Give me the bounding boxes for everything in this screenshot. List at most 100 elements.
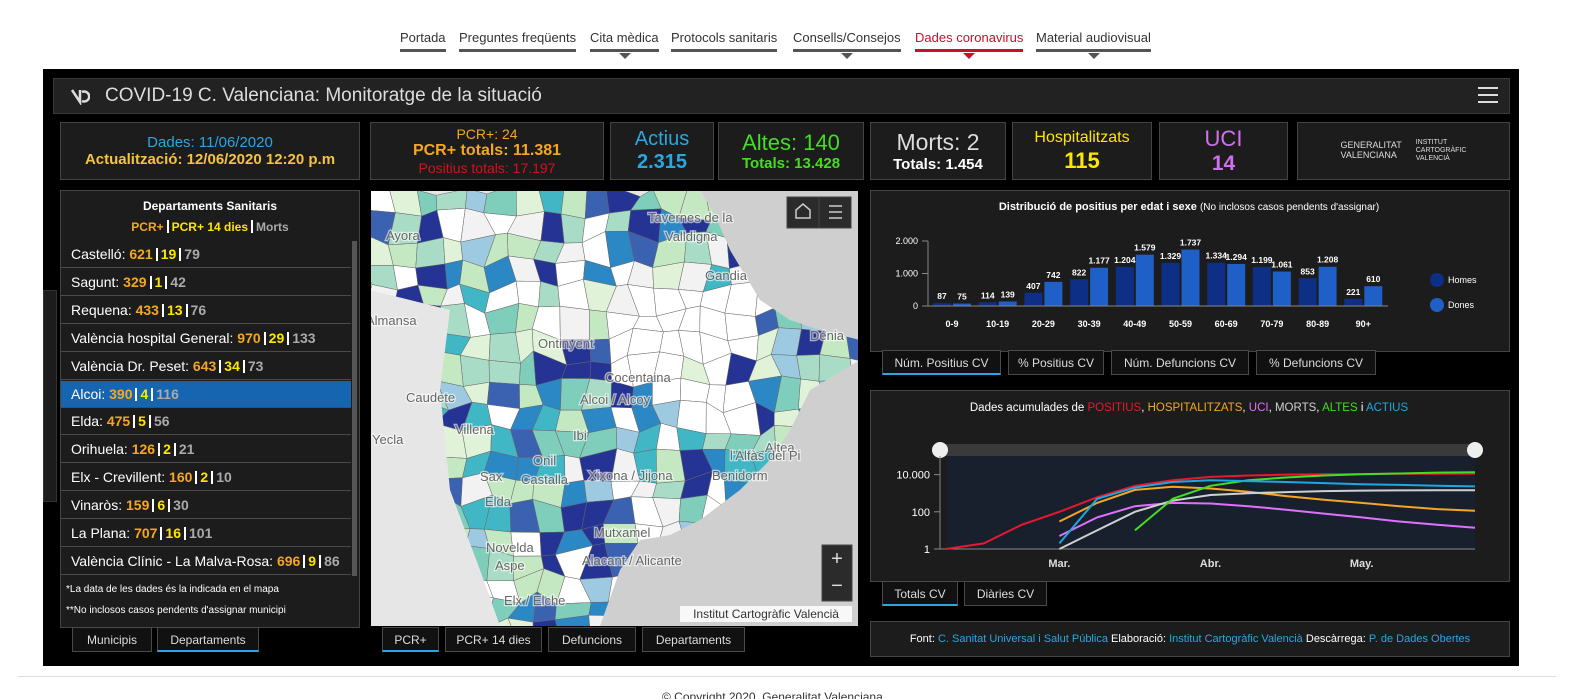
municipalities — [371, 191, 858, 626]
value-label: 87 — [937, 291, 947, 301]
value-label: 221 — [1346, 287, 1360, 297]
department-pcr14: 16 — [165, 525, 181, 541]
pcr-box: PCR+: 24 PCR+ totals: 11.381 Positius to… — [370, 122, 604, 180]
bar — [998, 301, 1017, 306]
department-name: Elx - Crevillent: — [71, 469, 166, 486]
logos-box: GENERALITAT VALENCIANA INSTITUT CARTOGRÀ… — [1297, 122, 1510, 180]
y-tick-label: 10.000 — [896, 470, 930, 482]
tab[interactable]: Departaments — [642, 627, 745, 652]
value-label: 75 — [957, 292, 967, 302]
list-icon — [829, 205, 842, 219]
municipality — [459, 354, 490, 387]
map-label: Mutxamel — [594, 525, 650, 540]
tab[interactable]: % Defuncions CV — [1256, 350, 1376, 375]
department-pcr: 643 — [192, 357, 217, 374]
department-row[interactable]: Orihuela: 126 2 21 — [61, 436, 351, 464]
tab[interactable]: Municipis — [72, 627, 152, 652]
municipality — [584, 191, 610, 220]
dropdown-arrow — [841, 53, 853, 59]
department-row[interactable]: La Plana: 707 16 101 — [61, 520, 351, 547]
bar — [1135, 254, 1154, 306]
home-button[interactable] — [786, 196, 820, 229]
morts-total: Totals: 1.454 — [893, 155, 983, 173]
nav-item[interactable]: Cita mèdica — [590, 30, 659, 52]
tab[interactable]: Núm. Defuncions CV — [1111, 350, 1249, 375]
department-row[interactable]: València hospital General: 970 29 133 — [61, 325, 351, 352]
department-name: Elda: — [71, 413, 103, 430]
tab[interactable]: Núm. Positius CV — [882, 350, 1001, 375]
side-handle[interactable] — [43, 290, 57, 502]
nav-item[interactable]: Preguntes freqüents — [459, 30, 577, 52]
map-label: Xixona / Jijona — [588, 468, 673, 483]
nav-item[interactable]: Material audiovisual — [1036, 30, 1151, 52]
tab[interactable]: % Positius CV — [1008, 350, 1104, 375]
department-row[interactable]: Requena: 433 13 76 — [61, 297, 351, 324]
source-link[interactable]: C. Sanitat Universal i Salut Pública — [937, 633, 1108, 645]
slider-handle[interactable] — [1467, 442, 1483, 458]
map-label: Benidorm — [712, 468, 768, 483]
separator — [263, 331, 266, 345]
scrollbar — [352, 241, 357, 576]
footer-line — [18, 676, 1556, 677]
department-row[interactable]: València Dr. Peset: 643 34 73 — [61, 353, 351, 380]
tab[interactable]: Totals CV — [882, 581, 958, 606]
municipality — [819, 625, 847, 626]
nav-item[interactable]: Portada — [400, 30, 446, 52]
department-pcr14: 4 — [140, 385, 149, 402]
source-link[interactable]: P. de Dades Obertes — [1368, 633, 1471, 645]
department-row[interactable]: Elda: 475 5 56 — [61, 408, 351, 436]
value-label: 407 — [1026, 281, 1040, 291]
nav-item[interactable]: Consells/Consejos — [793, 30, 901, 52]
separator — [319, 554, 322, 568]
tab[interactable]: Defuncions — [548, 627, 636, 652]
municipality — [488, 332, 521, 364]
logo-text: CARTOGRÀFIC — [1415, 147, 1467, 155]
morts-box: Morts: 2 Totals: 1.454 — [870, 122, 1006, 180]
source-link[interactable]: Institut Cartogràfic Valencià — [1169, 633, 1303, 645]
department-name: Requena: — [71, 301, 132, 318]
municipality — [626, 327, 664, 356]
department-pcr: 329 — [123, 273, 147, 290]
gva-logo: GENERALITAT VALENCIANA — [1341, 140, 1402, 161]
tab[interactable]: PCR+ 14 dies — [445, 627, 542, 652]
nav-item[interactable]: Dades coronavirus — [915, 30, 1024, 52]
value-label: 1.737 — [1180, 238, 1202, 248]
department-name: Alcoi: — [71, 385, 106, 402]
tab[interactable]: Diàries CV — [964, 581, 1047, 606]
department-row[interactable]: Vinaròs: 159 6 30 — [61, 492, 351, 520]
bar — [1024, 292, 1043, 306]
hosp-value: 115 — [1064, 147, 1100, 173]
department-pcr14: 29 — [268, 329, 285, 346]
bar — [1364, 286, 1383, 306]
department-pcr: 433 — [135, 301, 159, 318]
department-pcr: 475 — [106, 413, 131, 430]
logo-text: INSTITUT — [1415, 139, 1448, 147]
department-morts: 116 — [156, 385, 179, 402]
department-name: La Plana: — [71, 525, 131, 541]
nav-item[interactable]: Protocols sanitaris — [671, 30, 778, 52]
slider-handle[interactable] — [932, 442, 948, 458]
department-pcr14: 13 — [166, 301, 183, 318]
x-tick-label: Abr. — [1200, 558, 1221, 570]
tab[interactable]: Departaments — [157, 627, 259, 652]
value-label: 822 — [1072, 267, 1086, 277]
department-row[interactable]: Alcoi: 390 4 116 — [61, 380, 351, 408]
separator — [195, 471, 198, 485]
department-row[interactable]: Elx - Crevillent: 160 2 10 — [61, 464, 351, 492]
x-tick-label: 60-69 — [1215, 319, 1238, 329]
menu-icon[interactable] — [1478, 86, 1498, 104]
department-morts: 21 — [178, 441, 195, 458]
municipality — [540, 211, 565, 244]
zoom-button[interactable]: − — [831, 575, 843, 597]
value-label: 139 — [1001, 289, 1015, 299]
department-row[interactable]: Sagunt: 329 1 42 — [61, 269, 351, 296]
tab[interactable]: PCR+ — [382, 627, 439, 652]
department-pcr: 621 — [129, 246, 153, 262]
department-row[interactable]: Castelló: 621 19 79 — [61, 241, 351, 268]
department-pcr: 970 — [237, 329, 261, 346]
municipality — [560, 191, 588, 220]
municipality — [560, 213, 586, 244]
department-row[interactable]: València Clínic - La Malva-Rosa: 696 9 86 — [61, 548, 351, 575]
zoom-button[interactable]: + — [831, 548, 843, 570]
